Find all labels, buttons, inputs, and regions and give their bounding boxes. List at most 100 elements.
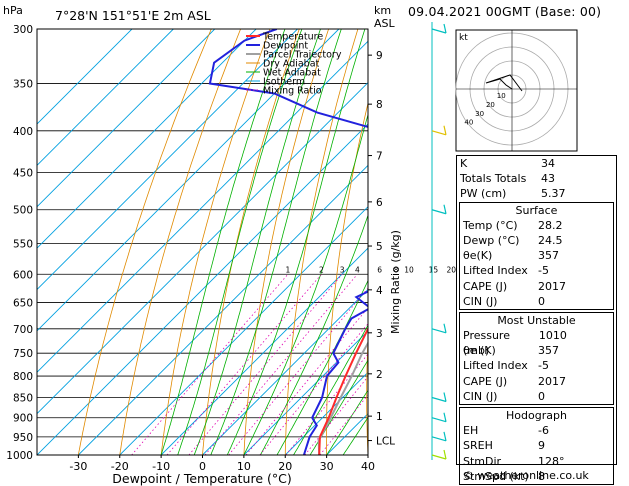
- x-axis-label: Dewpoint / Temperature (°C): [112, 471, 291, 486]
- mixing-ratio-line: [188, 274, 343, 455]
- wet-adiabat-line: [193, 29, 321, 455]
- wind-barb-flag: [443, 392, 447, 402]
- isotherm-line: [37, 29, 298, 291]
- wet-adiabat-line: [293, 324, 368, 455]
- copyright-footer: © weatheronline.co.uk: [463, 469, 589, 482]
- pressure-tick-label: 900: [13, 413, 33, 425]
- index-row: θe (K) 357: [460, 343, 613, 358]
- index-label: θe(K): [463, 249, 493, 263]
- index-row: CAPE (J) 2017: [460, 279, 613, 294]
- hodograph-trace: [485, 74, 523, 92]
- wind-barb: [431, 130, 447, 136]
- index-row: Dewp (°C) 24.5: [460, 233, 613, 248]
- index-label: Lifted Index: [463, 264, 528, 278]
- isotherm-line: [37, 29, 174, 167]
- wind-barb: [431, 454, 447, 460]
- hodograph-unit: kt: [459, 33, 468, 43]
- index-row: Lifted Index -5: [460, 358, 613, 373]
- pressure-tick-label: 600: [13, 269, 33, 281]
- index-label: Temp (°C): [463, 218, 518, 232]
- index-row: CIN (J) 0: [460, 389, 613, 404]
- index-row: Temp (°C) 28.2: [460, 218, 613, 233]
- wind-barb: [431, 417, 447, 423]
- temperature-tick-label: 20: [278, 460, 292, 473]
- indices-panel: K 34 Totals Totals 43 PW (cm) 5.37 Surface Te…: [456, 155, 617, 485]
- index-label: EH: [463, 424, 479, 438]
- mixing-ratio-label: 10: [404, 265, 414, 274]
- km-tick-label: 6: [376, 197, 383, 209]
- mixing-ratio-label: 8: [394, 265, 399, 274]
- mixing-ratio-line: [131, 274, 289, 455]
- index-label: SREH: [463, 439, 493, 453]
- isotherm-line: [37, 81, 368, 415]
- most-unstable-title: Most Unstable: [497, 313, 576, 327]
- dry-adiabat-line: [78, 29, 212, 455]
- hodograph-box: Hodograph EH -6 SREH 9 StmDir 128° StmSpd (kt)…: [459, 407, 614, 485]
- legend-entry: Parcel Trajectory: [263, 50, 342, 61]
- hodograph-ring-label: 40: [464, 119, 473, 127]
- index-label: θe (K): [463, 344, 496, 358]
- isotherm-line: [78, 164, 368, 455]
- temperature-tick-label: 0: [199, 460, 206, 473]
- parcel-trajectory-line: [317, 341, 368, 455]
- isotherm-line: [284, 371, 368, 455]
- axes: 1234681015202530035040045050055060065070…: [6, 24, 470, 473]
- index-label: Lifted Index: [463, 359, 528, 373]
- dry-adiabat-line: [616, 29, 629, 455]
- km-tick-label: LCL: [376, 436, 395, 448]
- wet-adiabat-line: [260, 214, 368, 455]
- temperature-tick-label: -10: [152, 460, 170, 473]
- index-label: CIN (J): [463, 294, 498, 308]
- pressure-tick-label: 450: [13, 167, 33, 179]
- pressure-tick-label: 300: [13, 24, 33, 36]
- legend-entry: Dry Adiabat: [263, 59, 320, 70]
- index-value: -5: [538, 359, 549, 373]
- isotherm-line: [37, 29, 257, 249]
- wind-barb: [431, 436, 447, 442]
- index-row: CIN (J) 0: [460, 294, 613, 309]
- wet-adiabat-line: [160, 29, 286, 455]
- index-value: 43: [541, 172, 555, 186]
- index-label: CAPE (J): [463, 279, 508, 293]
- hodograph-ring-label: 20: [486, 101, 495, 109]
- pressure-tick-label: 800: [13, 371, 33, 383]
- index-row: StmSpd (kt) 8: [460, 469, 613, 484]
- index-row: EH -6: [460, 423, 613, 438]
- km-label: km: [374, 4, 391, 17]
- km-tick-label: 8: [376, 99, 383, 111]
- km-tick-label: 7: [376, 151, 383, 163]
- km-tick-label: 4: [376, 285, 383, 297]
- wind-barb-flag: [443, 323, 447, 333]
- pressure-tick-label: 350: [13, 79, 33, 91]
- wet-adiabat-line: [210, 29, 342, 455]
- index-row: θe(K) 357: [460, 248, 613, 263]
- surface-title: Surface: [515, 203, 558, 217]
- index-label: Totals Totals: [460, 172, 527, 186]
- wind-barb-flag: [443, 125, 447, 135]
- km-tick-label: 5: [376, 241, 383, 253]
- wind-barb: [431, 328, 447, 334]
- temperature-tick-label: -20: [111, 460, 129, 473]
- wind-barb-flag: [443, 412, 447, 422]
- index-row: Lifted Index -5: [460, 263, 613, 278]
- temperature-tick-label: 10: [237, 460, 251, 473]
- index-value: -6: [538, 424, 549, 438]
- index-value: 5.37: [541, 187, 566, 201]
- asl-label: ASL: [374, 17, 396, 30]
- hpa-label: hPa: [3, 4, 23, 17]
- temperature-tick-label: -30: [69, 460, 87, 473]
- legend-entry: Mixing Ratio: [263, 86, 322, 97]
- index-row: Totals Totals 43: [457, 171, 616, 186]
- mixing-ratio-label: 2: [319, 265, 324, 274]
- location-title: 7°28'N 151°51'E 2m ASL: [55, 8, 211, 23]
- mixing-ratio-line: [166, 274, 322, 455]
- wind-barb: [431, 396, 447, 403]
- wet-adiabat-line: [177, 29, 303, 455]
- index-label: CAPE (J): [463, 374, 508, 388]
- index-label: CIN (J): [463, 389, 498, 403]
- dry-adiabat-line: [160, 29, 271, 455]
- index-value: 1010: [538, 329, 567, 343]
- index-value: 9: [538, 439, 545, 453]
- index-value: 128°: [538, 454, 565, 468]
